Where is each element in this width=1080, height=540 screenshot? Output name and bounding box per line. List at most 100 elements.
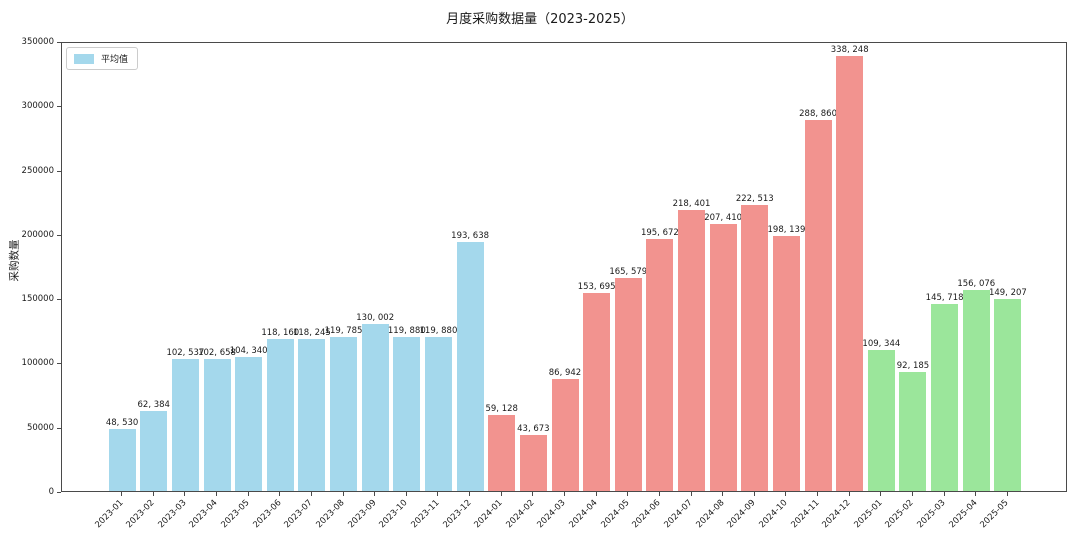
bar-value-label: 119, 880: [387, 325, 426, 336]
y-tick-label: 150000: [21, 294, 54, 305]
bar: [963, 290, 990, 491]
x-tick: [532, 492, 534, 496]
x-tick: [374, 492, 376, 496]
x-tick: [247, 492, 249, 496]
bar-value-label: 207, 410: [704, 213, 743, 224]
bar-value-label: 145, 718: [925, 292, 964, 303]
legend-label: 平均值: [101, 55, 129, 65]
bar-value-label: 222, 513: [735, 193, 774, 204]
bar: [425, 337, 452, 491]
x-tick: [848, 492, 850, 496]
bar-value-label: 109, 344: [862, 339, 901, 350]
bar-value-label: 130, 002: [356, 312, 395, 323]
bar: [994, 299, 1021, 491]
bar: [552, 379, 579, 491]
x-tick: [500, 492, 502, 496]
y-tick-label: 250000: [21, 165, 54, 176]
y-tick: [57, 106, 61, 108]
y-tick: [57, 427, 61, 429]
x-tick: [722, 492, 724, 496]
x-tick: [880, 492, 882, 496]
bar-value-label: 156, 076: [957, 279, 996, 290]
bar-value-label: 102, 658: [198, 348, 236, 358]
bar-value-label: 198, 139: [767, 225, 806, 236]
bar: [773, 236, 800, 491]
x-tick: [437, 492, 439, 496]
bar-value-label: 218, 401: [672, 199, 711, 210]
y-tick-label: 100000: [21, 358, 54, 369]
bar: [109, 429, 136, 491]
plot-area: 48, 530 62, 384 102, 537 102, 658 104, 340 11…: [61, 42, 1067, 492]
bar: [899, 372, 926, 491]
x-tick: [658, 492, 660, 496]
bar: [583, 293, 610, 491]
bar: [457, 242, 484, 491]
bar: [267, 339, 294, 491]
bar-value-label: 193, 638: [451, 231, 490, 242]
bar-value-label: 118, 245: [292, 327, 331, 338]
x-tick: [753, 492, 755, 496]
bar: [393, 337, 420, 491]
bar: [805, 120, 832, 491]
x-tick: [184, 492, 186, 496]
bar: [488, 415, 515, 491]
bar-value-label: 86, 942: [548, 368, 582, 379]
bar-value-label: 104, 340: [229, 345, 268, 356]
x-tick: [216, 492, 217, 496]
x-tick: [627, 492, 629, 496]
x-tick: [817, 492, 819, 496]
legend-swatch-icon: [74, 53, 94, 64]
bar: [204, 359, 231, 491]
y-tick-label: 300000: [21, 101, 54, 112]
y-tick-label: 50000: [26, 422, 54, 433]
y-tick: [57, 170, 61, 172]
x-tick: [342, 492, 344, 496]
bar: [520, 435, 547, 491]
bar-value-label: 149, 207: [988, 288, 1027, 299]
bar-value-label: 48, 530: [105, 417, 139, 428]
x-tick: [469, 492, 471, 496]
bar-value-label: 153, 695: [577, 282, 616, 293]
bar-value-label: 338, 248: [830, 45, 869, 56]
bar-value-label: 165, 579: [609, 267, 648, 278]
bar: [298, 339, 325, 491]
y-tick-label: 350000: [21, 37, 54, 47]
bar: [678, 210, 705, 491]
x-tick: [152, 492, 154, 496]
y-tick: [57, 299, 61, 301]
bar: [646, 239, 673, 491]
x-tick: [785, 492, 787, 496]
y-tick-label: 0: [48, 487, 54, 497]
chart-title: 月度采购数据量（2023-2025）: [446, 12, 634, 27]
y-tick: [57, 42, 61, 43]
bar-value-label: 59, 128: [485, 403, 518, 414]
bar: [931, 304, 958, 491]
x-tick: [564, 492, 565, 496]
bar: [140, 411, 167, 491]
bar: [836, 56, 863, 491]
x-tick: [121, 492, 123, 496]
x-tick: [310, 492, 312, 496]
x-tick: [595, 492, 597, 496]
x-tick: [911, 492, 913, 496]
x-tick: [279, 492, 281, 496]
bar: [868, 350, 895, 491]
bar-value-label: 102, 537: [166, 348, 205, 359]
bar-value-label: 119, 785: [324, 325, 363, 336]
bar-value-label: 43, 673: [517, 423, 550, 434]
x-tick: [975, 492, 977, 496]
bar: [235, 357, 262, 491]
y-tick: [57, 363, 61, 365]
bar: [615, 278, 642, 491]
y-tick: [57, 492, 61, 493]
x-tick: [1006, 492, 1008, 496]
y-tick-label: 200000: [21, 229, 54, 240]
bar: [172, 359, 199, 491]
x-tick: [405, 492, 407, 496]
bar: [710, 224, 737, 491]
y-tick: [57, 234, 61, 236]
legend: 平均值: [66, 47, 139, 70]
x-tick: [690, 492, 692, 496]
bar-value-label: 288, 860: [799, 108, 838, 119]
